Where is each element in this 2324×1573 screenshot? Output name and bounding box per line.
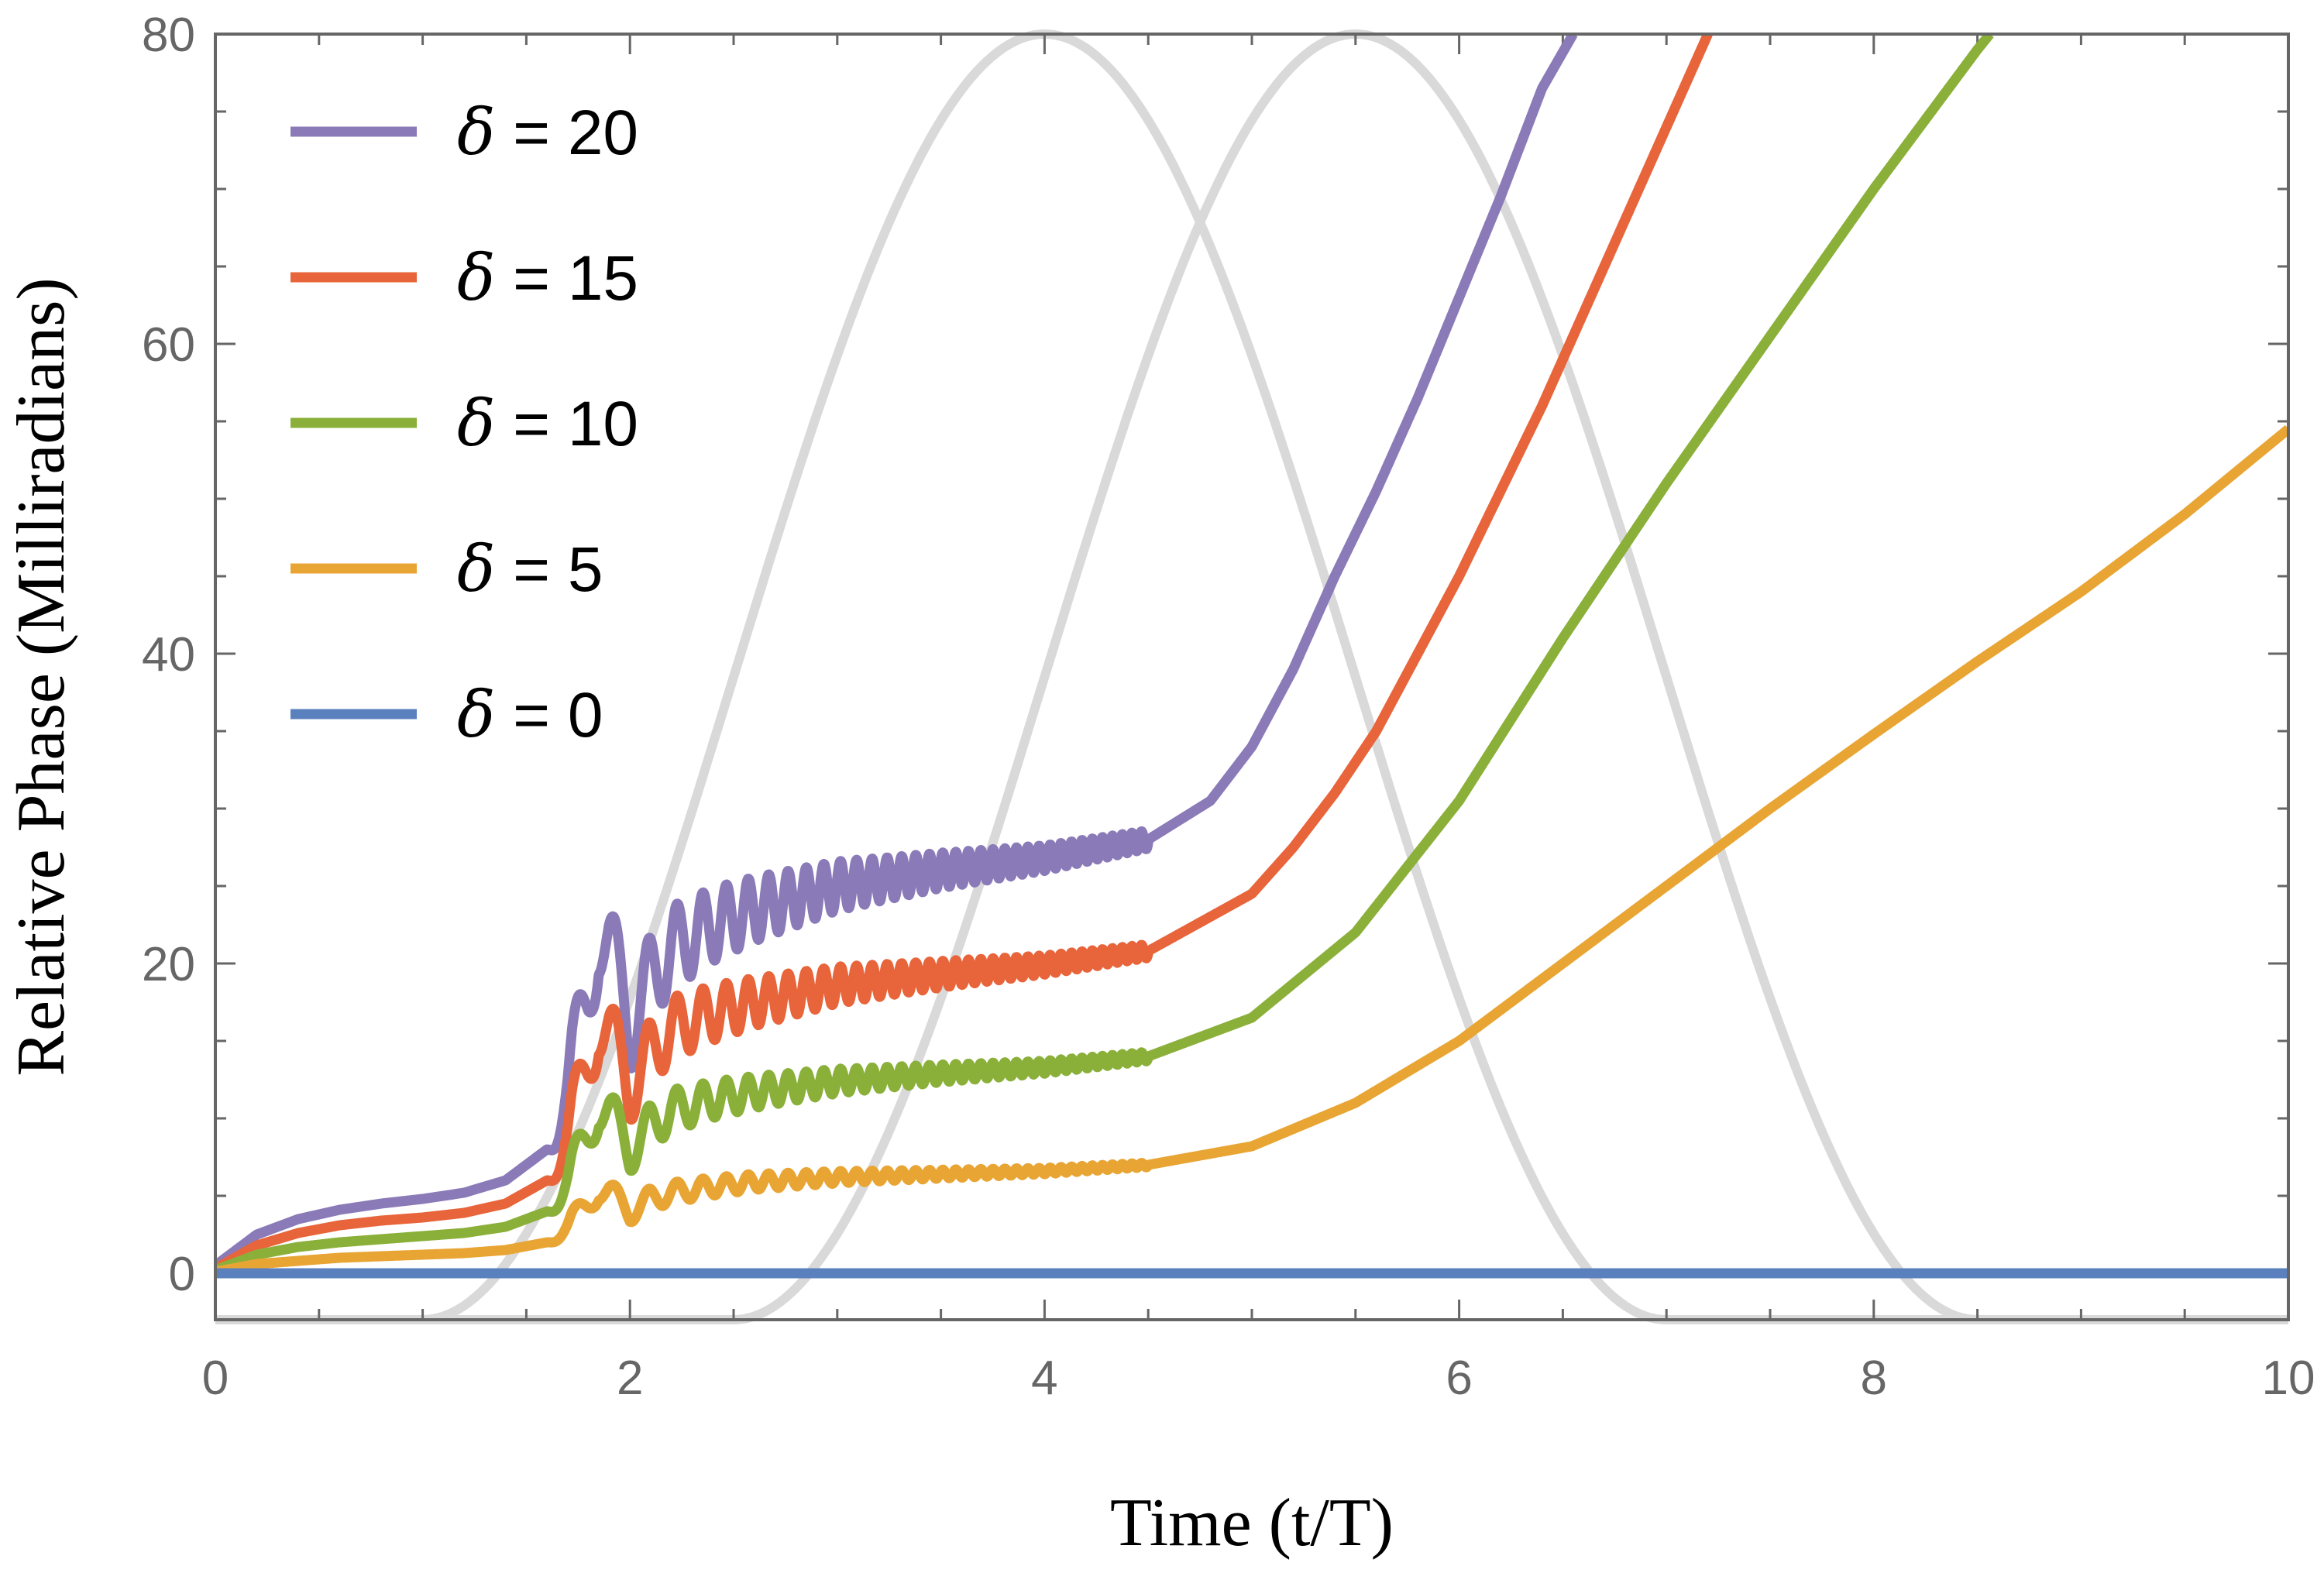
x-tick-label: 0 [202,1351,229,1405]
background-pulses [215,29,2288,1324]
background-pulse-2 [215,29,2288,1324]
x-tick-label: 4 [1031,1351,1057,1405]
y-tick-label: 40 [142,628,195,682]
y-tick-label: 20 [142,938,195,991]
legend-label: δ = 15 [457,242,638,315]
data-series [215,34,2288,1279]
y-axis-label: Relative Phase (Milliradians) [4,277,79,1076]
legend-value: = 15 [495,243,638,314]
x-tick-label: 6 [1446,1351,1472,1405]
series-line-4 [215,424,2288,1277]
background-pulse-1 [215,29,2288,1324]
y-tick-label: 80 [142,9,195,62]
legend-symbol: δ [457,387,495,461]
series-line-1 [215,34,1578,1270]
x-tick-label: 8 [1861,1351,1887,1405]
y-tick-label: 0 [169,1248,195,1301]
legend-value: = 20 [495,98,638,168]
legend-symbol: δ [457,678,495,752]
legend-label: δ = 0 [457,678,603,752]
legend-value: = 0 [495,680,603,750]
series-line-2 [215,34,1713,1274]
tick-labels: 0 2 4 6 8 10 0 20 40 60 80 [142,9,2315,1405]
x-axis-label: Time (t/T) [1110,1485,1394,1561]
y-tick-label: 60 [142,318,195,372]
legend-label: δ = 10 [457,387,638,461]
x-tick-label: 2 [617,1351,643,1405]
legend-value: = 5 [495,534,603,605]
legend-value: = 10 [495,389,638,459]
legend-label: δ = 20 [457,96,638,170]
axis-ticks [214,33,2290,1320]
plot-frame [214,33,2290,1321]
series-line-3 [215,34,1995,1276]
legend-symbol: δ [457,242,495,315]
legend-symbol: δ [457,96,495,170]
legend-symbol: δ [457,533,495,606]
legend-label: δ = 5 [457,533,603,606]
legend: δ = 20δ = 15δ = 10δ = 5δ = 0 [290,96,638,752]
x-tick-label: 10 [2262,1351,2315,1405]
